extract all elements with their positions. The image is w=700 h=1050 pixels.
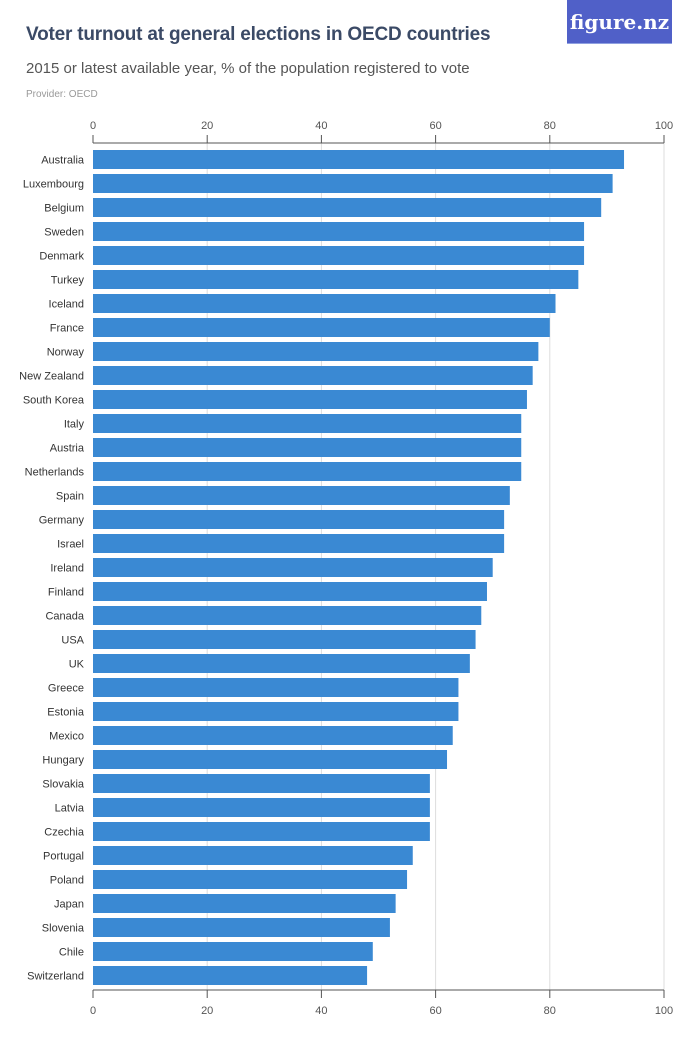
bar bbox=[93, 654, 470, 673]
bar bbox=[93, 702, 459, 721]
category-label: Switzerland bbox=[27, 971, 84, 983]
bar bbox=[93, 966, 368, 985]
category-label: Netherlands bbox=[25, 467, 85, 479]
bar bbox=[93, 222, 585, 241]
bar bbox=[93, 822, 430, 841]
bar bbox=[93, 174, 613, 193]
bar bbox=[93, 750, 448, 769]
bar bbox=[93, 510, 505, 529]
category-label: Latvia bbox=[55, 803, 85, 815]
category-label: South Korea bbox=[23, 395, 85, 407]
category-label: Greece bbox=[48, 683, 84, 695]
bar bbox=[93, 270, 579, 289]
bar bbox=[93, 606, 482, 625]
bar bbox=[93, 438, 522, 457]
bar bbox=[93, 198, 602, 217]
bar bbox=[93, 846, 413, 865]
category-label: Finland bbox=[48, 587, 84, 599]
category-label: Italy bbox=[64, 419, 85, 431]
bar bbox=[93, 798, 430, 817]
category-label: Slovakia bbox=[42, 779, 84, 791]
figure-nz-logo[interactable]: figure.nz bbox=[567, 0, 672, 44]
category-label: Denmark bbox=[39, 251, 84, 263]
category-label: Norway bbox=[47, 347, 85, 359]
tick-label-bottom: 20 bbox=[201, 1005, 213, 1017]
tick-label-top: 80 bbox=[544, 120, 556, 132]
category-label: Germany bbox=[39, 515, 85, 527]
bar bbox=[93, 582, 487, 601]
tick-label-bottom: 40 bbox=[315, 1005, 327, 1017]
tick-label-bottom: 60 bbox=[429, 1005, 441, 1017]
category-label: USA bbox=[61, 635, 84, 647]
category-label: France bbox=[50, 323, 84, 335]
category-label: Ireland bbox=[50, 563, 84, 575]
category-label: Portugal bbox=[43, 851, 84, 863]
bar bbox=[93, 246, 585, 265]
bar bbox=[93, 150, 625, 169]
provider-label: Provider: OECD bbox=[26, 89, 98, 100]
category-label: Poland bbox=[50, 875, 84, 887]
tick-label-top: 40 bbox=[315, 120, 327, 132]
bar bbox=[93, 462, 522, 481]
category-label: Turkey bbox=[51, 275, 85, 287]
tick-label-top: 60 bbox=[429, 120, 441, 132]
category-label: Hungary bbox=[42, 755, 84, 767]
bar bbox=[93, 294, 556, 313]
bar bbox=[93, 918, 390, 937]
category-label: Mexico bbox=[49, 731, 84, 743]
bar bbox=[93, 870, 408, 889]
category-label: Sweden bbox=[44, 227, 84, 239]
bar bbox=[93, 942, 373, 961]
bar bbox=[93, 558, 493, 577]
category-label: Japan bbox=[54, 899, 84, 911]
category-label: Slovenia bbox=[42, 923, 85, 935]
category-label: Estonia bbox=[47, 707, 85, 719]
tick-label-top: 0 bbox=[90, 120, 96, 132]
bar bbox=[93, 678, 459, 697]
category-label: Czechia bbox=[44, 827, 85, 839]
category-label: Belgium bbox=[44, 203, 84, 215]
bar bbox=[93, 726, 453, 745]
bar bbox=[93, 894, 396, 913]
bar bbox=[93, 630, 476, 649]
bar bbox=[93, 414, 522, 433]
tick-label-bottom: 100 bbox=[655, 1005, 673, 1017]
bar bbox=[93, 342, 539, 361]
category-label: Spain bbox=[56, 491, 84, 503]
tick-label-bottom: 0 bbox=[90, 1005, 96, 1017]
bar bbox=[93, 534, 505, 553]
bar bbox=[93, 486, 510, 505]
chart-title: Voter turnout at general elections in OE… bbox=[26, 24, 491, 45]
category-label: Australia bbox=[41, 155, 85, 167]
category-label: Canada bbox=[45, 611, 84, 623]
category-label: Chile bbox=[59, 947, 84, 959]
category-label: Luxembourg bbox=[23, 179, 84, 191]
tick-label-top: 20 bbox=[201, 120, 213, 132]
tick-label-top: 100 bbox=[655, 120, 673, 132]
chart-subtitle: 2015 or latest available year, % of the … bbox=[26, 60, 470, 77]
category-label: UK bbox=[69, 659, 85, 671]
bar bbox=[93, 774, 430, 793]
category-label: Austria bbox=[50, 443, 85, 455]
bar bbox=[93, 318, 550, 337]
category-label: Iceland bbox=[49, 299, 84, 311]
category-label: Israel bbox=[57, 539, 84, 551]
tick-label-bottom: 80 bbox=[544, 1005, 556, 1017]
category-label: New Zealand bbox=[19, 371, 84, 383]
bar bbox=[93, 366, 533, 385]
bar bbox=[93, 390, 527, 409]
